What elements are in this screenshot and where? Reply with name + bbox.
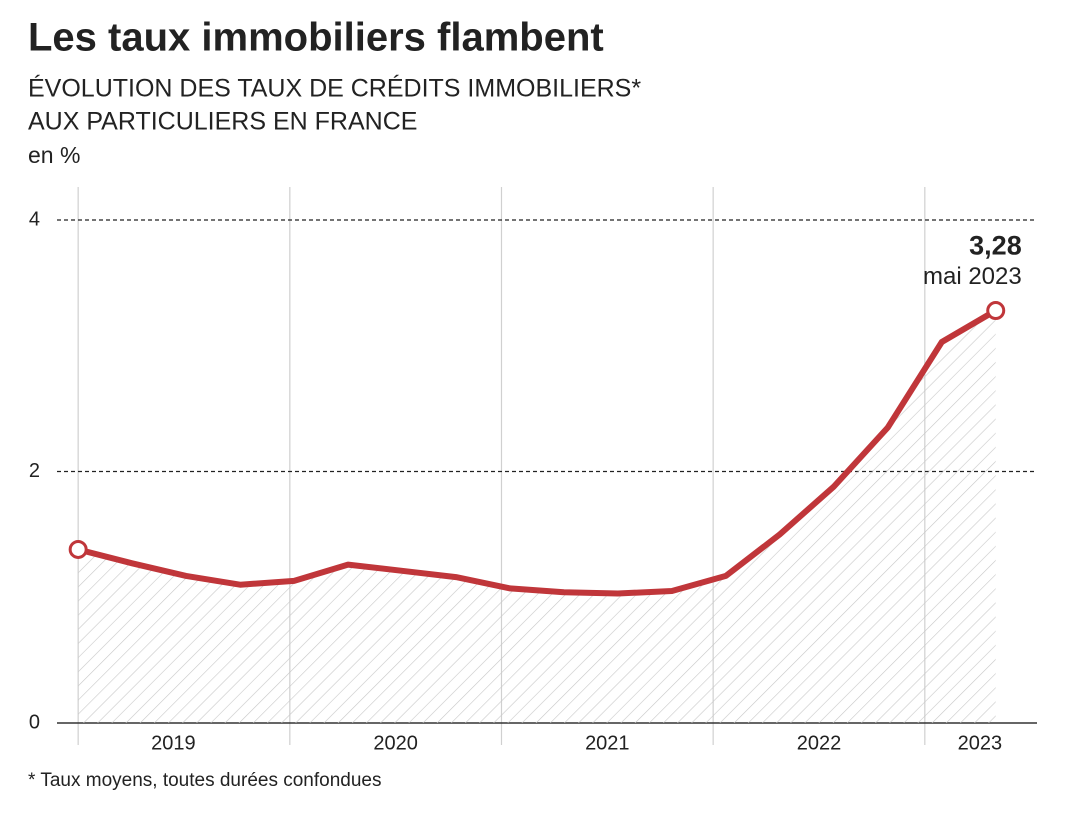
annotation-date: mai 2023 bbox=[923, 263, 1022, 290]
x-tick-label: 2021 bbox=[585, 732, 630, 754]
unit-label: en % bbox=[28, 142, 80, 168]
x-tick-label: 2019 bbox=[151, 732, 196, 754]
y-tick-label: 0 bbox=[29, 711, 40, 733]
line bbox=[77, 307, 998, 597]
end-marker bbox=[68, 539, 88, 559]
footnote: * Taux moyens, toutes durées confondues bbox=[28, 770, 382, 791]
chart-title: Les taux immobiliers flambent bbox=[28, 16, 604, 60]
y-tick-label: 4 bbox=[29, 208, 40, 230]
x-tick-label: 2023 bbox=[958, 732, 1003, 754]
x-tick-label: 2020 bbox=[373, 732, 418, 754]
y-tick-label: 2 bbox=[29, 460, 40, 482]
annotation-value: 3,28 bbox=[969, 231, 1022, 261]
subtitle: AUX PARTICULIERS EN FRANCE bbox=[28, 108, 417, 136]
x-tick-label: 2022 bbox=[797, 732, 842, 754]
end-marker bbox=[986, 301, 1006, 321]
area bbox=[78, 310, 996, 723]
subtitle: ÉVOLUTION DES TAUX DE CRÉDITS IMMOBILIER… bbox=[28, 74, 641, 103]
